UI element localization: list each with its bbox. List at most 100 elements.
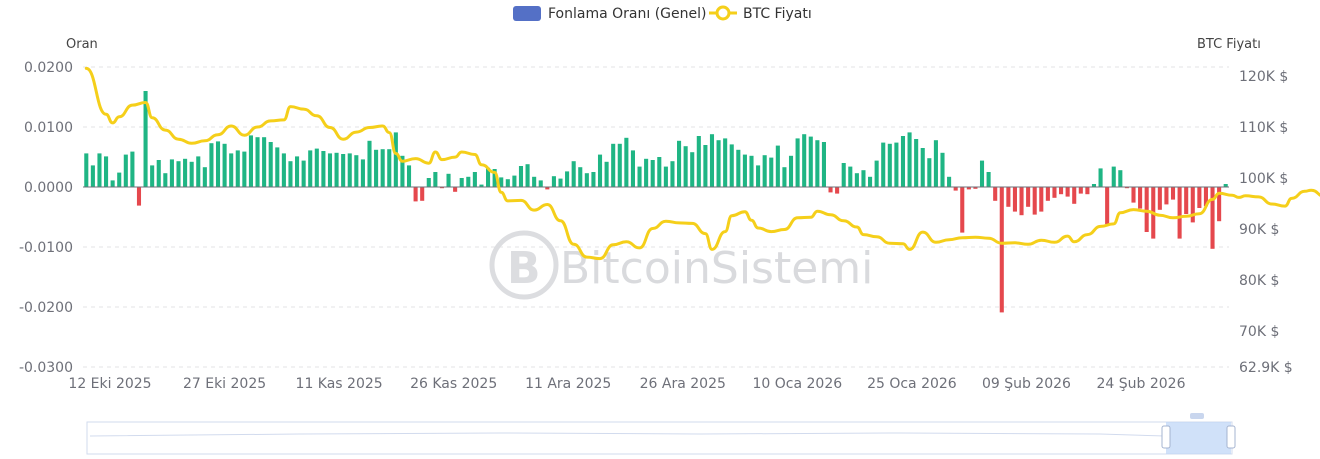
funding-rate-bar[interactable] bbox=[742, 154, 747, 187]
funding-rate-bar[interactable] bbox=[229, 153, 234, 187]
funding-rate-bar[interactable] bbox=[1164, 187, 1169, 205]
funding-rate-bar[interactable] bbox=[518, 166, 524, 187]
funding-rate-bar[interactable] bbox=[973, 187, 978, 189]
funding-rate-bar[interactable] bbox=[1078, 187, 1083, 194]
funding-rate-bar[interactable] bbox=[558, 178, 563, 187]
funding-rate-bar[interactable] bbox=[861, 170, 866, 187]
funding-rate-bar[interactable] bbox=[433, 172, 438, 187]
funding-rate-bar[interactable] bbox=[426, 178, 431, 187]
funding-rate-bar[interactable] bbox=[143, 91, 148, 187]
funding-rate-bar[interactable] bbox=[453, 187, 458, 192]
funding-rate-bar[interactable] bbox=[1184, 187, 1189, 214]
funding-rate-bar[interactable] bbox=[966, 187, 971, 190]
funding-rate-bar[interactable] bbox=[762, 155, 767, 187]
funding-rate-bar[interactable] bbox=[538, 180, 543, 187]
legend-btc-price-swatch-circle[interactable] bbox=[715, 5, 731, 21]
funding-rate-bar[interactable] bbox=[604, 161, 609, 187]
funding-rate-bar[interactable] bbox=[881, 142, 886, 187]
funding-rate-bar[interactable] bbox=[723, 138, 728, 187]
funding-rate-bar[interactable] bbox=[624, 137, 629, 187]
funding-rate-bar[interactable] bbox=[156, 160, 161, 187]
funding-rate-bar[interactable] bbox=[505, 179, 510, 187]
funding-rate-bar[interactable] bbox=[591, 172, 596, 187]
funding-rate-bar[interactable] bbox=[683, 146, 688, 187]
funding-rate-bar[interactable] bbox=[657, 157, 662, 187]
funding-rate-bar[interactable] bbox=[736, 149, 741, 187]
zoom-track[interactable] bbox=[86, 421, 1233, 455]
zoom-left-handle[interactable] bbox=[1161, 425, 1171, 449]
funding-rate-bar[interactable] bbox=[262, 137, 267, 187]
funding-rate-bar[interactable] bbox=[1098, 168, 1103, 187]
funding-rate-bar[interactable] bbox=[242, 151, 247, 187]
funding-rate-bar[interactable] bbox=[235, 150, 240, 187]
funding-rate-bar[interactable] bbox=[940, 152, 945, 187]
funding-rate-bar[interactable] bbox=[1019, 187, 1024, 216]
zoom-right-handle[interactable] bbox=[1226, 425, 1236, 449]
funding-rate-bar[interactable] bbox=[953, 187, 958, 191]
funding-rate-bar[interactable] bbox=[334, 152, 339, 187]
funding-rate-bar[interactable] bbox=[907, 132, 912, 187]
funding-rate-bar[interactable] bbox=[769, 157, 774, 187]
funding-rate-bar[interactable] bbox=[104, 156, 109, 187]
funding-rate-bar[interactable] bbox=[360, 159, 365, 187]
funding-rate-bar[interactable] bbox=[677, 140, 682, 187]
funding-rate-bar[interactable] bbox=[400, 155, 405, 187]
legend[interactable]: Fonlama Oranı (Genel) BTC Fiyatı bbox=[513, 5, 812, 22]
funding-rate-bar[interactable] bbox=[821, 142, 826, 187]
funding-rate-bar[interactable] bbox=[709, 134, 715, 187]
funding-rate-bar[interactable] bbox=[630, 150, 635, 187]
funding-rate-bar[interactable] bbox=[1111, 166, 1116, 187]
funding-rate-bar[interactable] bbox=[848, 166, 853, 187]
funding-rate-bar[interactable] bbox=[617, 143, 622, 187]
funding-rate-bar[interactable] bbox=[479, 184, 484, 187]
funding-rate-bar[interactable] bbox=[347, 153, 352, 187]
funding-rate-bar[interactable] bbox=[1131, 187, 1136, 203]
funding-rate-bar[interactable] bbox=[406, 165, 412, 187]
funding-rate-bar[interactable] bbox=[565, 171, 570, 187]
funding-rate-bar[interactable] bbox=[281, 153, 286, 187]
funding-rate-bar[interactable] bbox=[123, 154, 128, 187]
funding-rate-bar[interactable] bbox=[927, 158, 932, 187]
funding-rate-bar[interactable] bbox=[1157, 187, 1162, 210]
funding-rate-bar[interactable] bbox=[301, 160, 306, 187]
funding-rate-bar[interactable] bbox=[1039, 187, 1044, 212]
funding-rate-bar[interactable] bbox=[802, 134, 807, 187]
funding-rate-bar[interactable] bbox=[920, 148, 925, 187]
funding-rate-bar[interactable] bbox=[644, 158, 649, 187]
funding-rate-bar[interactable] bbox=[499, 177, 504, 187]
funding-rate-bar[interactable] bbox=[1170, 187, 1176, 200]
funding-rate-bar[interactable] bbox=[854, 173, 859, 187]
funding-rate-bar[interactable] bbox=[914, 139, 919, 187]
funding-rate-bar[interactable] bbox=[986, 172, 991, 187]
funding-rate-bar[interactable] bbox=[275, 147, 280, 187]
funding-rate-bar[interactable] bbox=[268, 142, 273, 187]
funding-rate-bar[interactable] bbox=[314, 148, 319, 187]
funding-rate-bar[interactable] bbox=[1065, 187, 1070, 197]
funding-rate-bar[interactable] bbox=[459, 178, 464, 187]
funding-rate-bar[interactable] bbox=[374, 149, 379, 187]
funding-rate-bar[interactable] bbox=[472, 172, 477, 187]
funding-rate-bar[interactable] bbox=[189, 161, 194, 187]
funding-rate-bar[interactable] bbox=[933, 140, 938, 187]
funding-rate-bar[interactable] bbox=[815, 140, 820, 187]
funding-rate-bar[interactable] bbox=[993, 187, 998, 201]
funding-rate-bar[interactable] bbox=[947, 176, 952, 187]
legend-btc-price-label[interactable]: BTC Fiyatı bbox=[743, 6, 812, 22]
funding-rate-bar[interactable] bbox=[420, 187, 425, 201]
funding-rate-bar[interactable] bbox=[1144, 187, 1149, 232]
funding-rate-bar[interactable] bbox=[1085, 187, 1090, 195]
funding-rate-bar[interactable] bbox=[1190, 187, 1195, 223]
funding-rate-bar[interactable] bbox=[716, 140, 721, 187]
funding-rate-bar[interactable] bbox=[874, 160, 879, 187]
funding-rate-bar[interactable] bbox=[97, 153, 102, 187]
funding-rate-bar[interactable] bbox=[551, 176, 556, 187]
funding-rate-bar[interactable] bbox=[584, 173, 589, 187]
funding-rate-bar[interactable] bbox=[545, 187, 550, 190]
funding-rate-bar[interactable] bbox=[571, 161, 576, 187]
funding-rate-bar[interactable] bbox=[1217, 187, 1222, 222]
funding-rate-bar[interactable] bbox=[215, 141, 221, 187]
funding-rate-bar[interactable] bbox=[795, 138, 800, 187]
funding-rate-bar[interactable] bbox=[1118, 170, 1123, 187]
funding-rate-bar[interactable] bbox=[868, 176, 873, 187]
funding-rate-bar[interactable] bbox=[1177, 187, 1182, 239]
